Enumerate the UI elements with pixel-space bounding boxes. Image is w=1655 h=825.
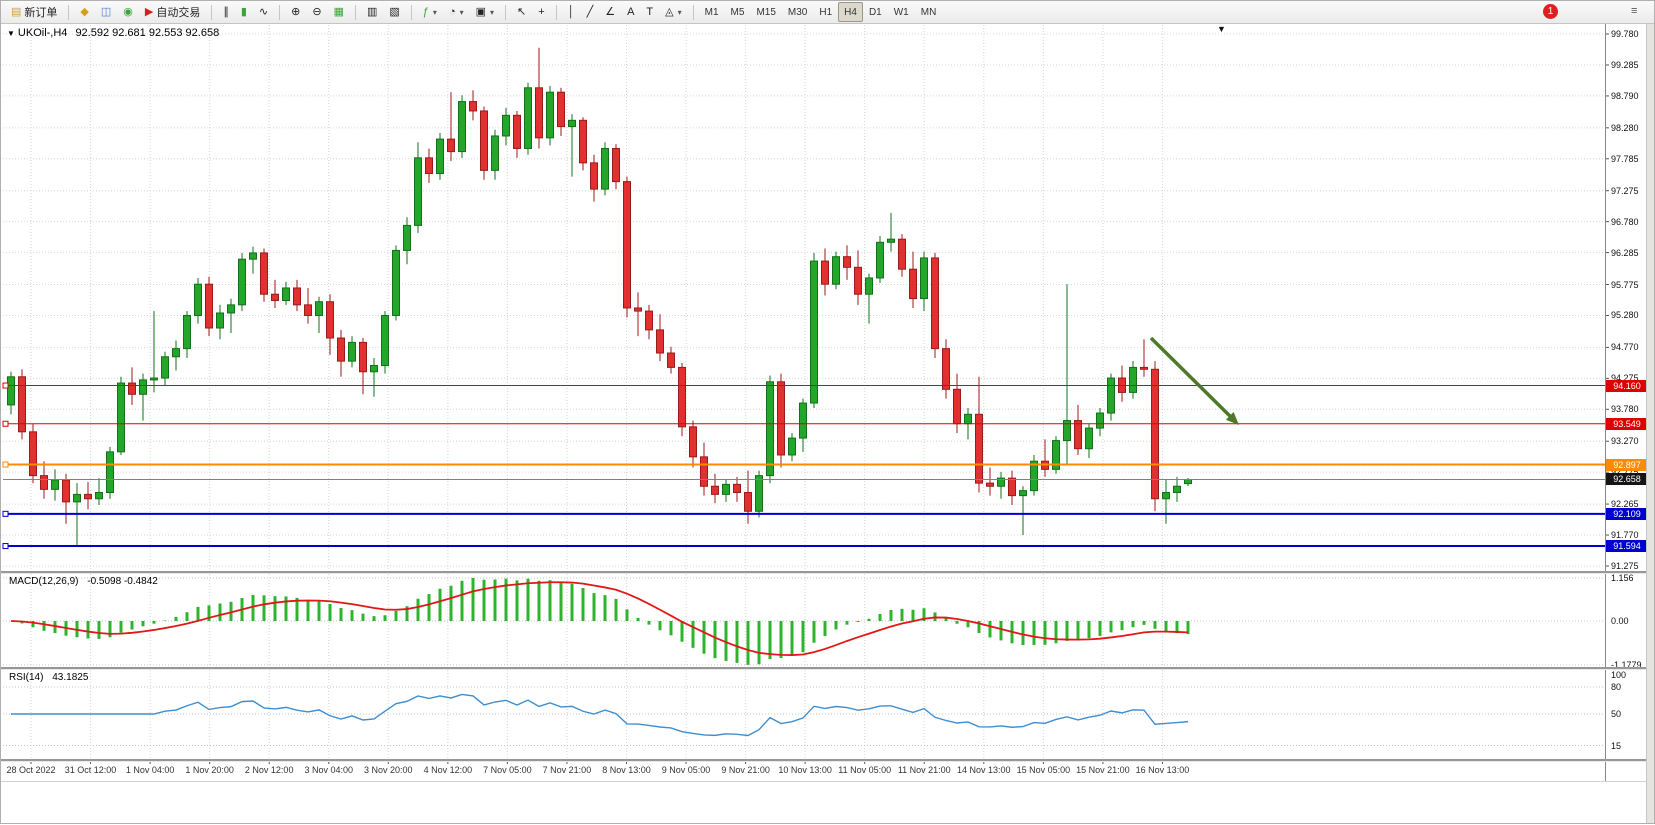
market-watch-icon: ◆ — [80, 5, 89, 18]
vertical-line-icon: │ — [567, 5, 575, 18]
pane-separator[interactable] — [1, 571, 1649, 574]
chevron-down-icon: ▾ — [432, 7, 437, 17]
autotrading-icon: ▶ — [144, 5, 154, 18]
navigator-icon: ◫ — [100, 5, 112, 18]
chevron-down-icon: ▾ — [490, 7, 495, 17]
indicators-icon: ƒ — [422, 5, 429, 18]
vertical-line-button[interactable]: │ — [562, 2, 581, 22]
timeframe-mn-button[interactable]: MN — [920, 6, 937, 18]
candlestick-chart-type-icon: ▮ — [240, 5, 247, 18]
chart-symbol-label: UKOil-,H4 — [17, 27, 68, 39]
navigator-button[interactable]: ◫ — [95, 2, 117, 22]
timeframe-h1-button[interactable]: H1 — [819, 6, 833, 18]
toolbar-separator — [68, 4, 70, 20]
macd-name: MACD(12,26,9) — [9, 576, 79, 587]
crosshair-icon: + — [538, 5, 545, 18]
timeframe-d1-button[interactable]: D1 — [868, 6, 882, 18]
window-scrollbar[interactable] — [1646, 23, 1654, 823]
toolbar-separator — [692, 4, 694, 20]
toolbar-separator — [211, 4, 213, 20]
timeframe-m15-button[interactable]: M15 — [756, 6, 776, 18]
tile-windows-icon: ▦ — [333, 5, 344, 18]
terminal-button[interactable]: ◉ — [117, 2, 139, 22]
chart-shift-icon: ▧ — [389, 5, 400, 18]
rsi-name: RSI(14) — [9, 672, 44, 683]
chart-quote-values: 92.592 92.681 92.553 92.658 — [75, 27, 220, 39]
autotrading-button-label: 自动交易 — [156, 7, 201, 19]
toolbar-overflow-icon[interactable]: ≡ — [1631, 5, 1638, 17]
new-order-icon: ▤ — [11, 5, 22, 18]
chevron-down-icon: ▾ — [459, 7, 464, 17]
text-label-icon: T — [646, 5, 654, 18]
new-order-button[interactable]: ▤ 新订单 — [5, 2, 63, 22]
market-watch-button[interactable]: ◆ — [74, 2, 94, 22]
chart-ohlc-header: ▼ UKOil-,H4 92.592 92.681 92.553 92.658 — [7, 27, 219, 39]
arrows-tool-icon: ◬ — [665, 5, 674, 18]
line-chart-type-icon: ∿ — [258, 5, 269, 18]
macd-indicator-label: MACD(12,26,9) -0.5098 -0.4842 — [9, 576, 158, 587]
cursor-button[interactable]: ↖ — [511, 2, 532, 22]
bars-chart-type-icon: ∥ — [223, 5, 229, 18]
trendline-icon: ╱ — [586, 5, 594, 18]
toolbar-separator — [505, 4, 507, 20]
crosshair-button[interactable]: + — [532, 2, 550, 22]
autotrading-button[interactable]: ▶ 自动交易 — [139, 2, 206, 22]
timeframe-m1-button[interactable]: M1 — [704, 6, 719, 18]
arrows-tool-button[interactable]: ◬ ▾ — [659, 2, 687, 22]
toolbar-separator — [354, 4, 356, 20]
templates-button[interactable]: ▣ ▾ — [470, 2, 500, 22]
bars-chart-type-button[interactable]: ∥ — [217, 2, 235, 22]
trendline-button[interactable]: ╱ — [581, 2, 600, 22]
periods-button[interactable]: ◔ ▾ — [443, 2, 470, 22]
chart-shift-marker-icon[interactable]: ▼ — [1217, 24, 1226, 34]
chart-shift-button[interactable]: ▧ — [383, 2, 405, 22]
chart-expand-icon[interactable]: ▼ — [7, 29, 15, 38]
timeframe-m5-button[interactable]: M5 — [730, 6, 745, 18]
terminal-icon: ◉ — [123, 5, 133, 18]
pane-separator[interactable] — [1, 667, 1649, 670]
templates-icon: ▣ — [475, 5, 487, 18]
macd-values: -0.5098 -0.4842 — [87, 576, 158, 587]
auto-scroll-icon: ▥ — [366, 5, 378, 18]
text-label-button[interactable]: T — [640, 2, 659, 22]
zoom-in-icon: ⊕ — [291, 5, 301, 18]
toolbar: ▤ 新订单 ◆ ◫ ◉ ▶ 自动交易 ∥ ▮ ∿ ⊕ ⊖ ▦ ▥ ▧ ƒ ▾ ◔ ▾ ▣ ▾ ↖ + │ ╱ ∠ A T ◬ ▾ M1 M5 M… — [1, 1, 1654, 24]
zoom-out-button[interactable]: ⊖ — [306, 2, 327, 22]
chevron-down-icon: ▾ — [677, 7, 682, 17]
indicators-button[interactable]: ƒ ▾ — [417, 2, 443, 22]
text-tool-button[interactable]: A — [621, 2, 640, 22]
timeframe-h4-button[interactable]: H4 — [838, 2, 863, 22]
zoom-in-button[interactable]: ⊕ — [285, 2, 306, 22]
pane-separator[interactable] — [1, 759, 1649, 762]
line-chart-type-button[interactable]: ∿ — [253, 2, 274, 22]
timeframe-w1-button[interactable]: W1 — [893, 6, 909, 18]
candlestick-chart-type-button[interactable]: ▮ — [235, 2, 253, 22]
text-tool-icon: A — [627, 5, 635, 18]
auto-scroll-button[interactable]: ▥ — [361, 2, 383, 22]
new-order-button-label: 新订单 — [24, 7, 58, 19]
equidistant-channel-button[interactable]: ∠ — [599, 2, 621, 22]
notification-badge[interactable]: 1 — [1543, 4, 1558, 19]
tile-windows-button[interactable]: ▦ — [328, 2, 350, 22]
rsi-indicator-label: RSI(14) 43.1825 — [9, 672, 88, 683]
toolbar-separator — [555, 4, 557, 20]
rsi-values: 43.1825 — [52, 672, 89, 683]
periods-icon: ◔ — [448, 5, 456, 18]
equidistant-channel-icon: ∠ — [605, 5, 616, 18]
timeframe-m30-button[interactable]: M30 — [787, 6, 808, 18]
toolbar-separator — [410, 4, 412, 20]
toolbar-separator — [279, 4, 281, 20]
zoom-out-icon: ⊖ — [312, 5, 322, 18]
cursor-icon: ↖ — [517, 5, 527, 18]
